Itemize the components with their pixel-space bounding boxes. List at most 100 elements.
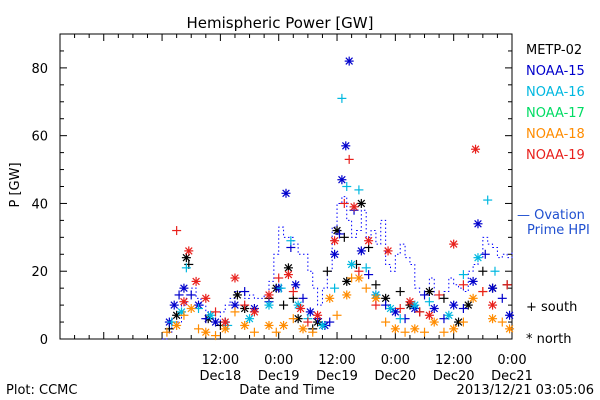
marker-noaa-15-south	[174, 290, 184, 300]
marker-noaa-15-south	[201, 314, 211, 324]
marker-metp-02-north	[283, 263, 293, 273]
marker-metp-02-south	[339, 232, 349, 242]
marker-metp-02-south	[371, 280, 381, 290]
marker-noaa-19-north	[179, 297, 189, 307]
marker-noaa-15-north	[179, 283, 189, 293]
marker-noaa-16-south	[490, 266, 500, 276]
marker-noaa-19-south	[288, 287, 298, 297]
marker-noaa-19-north	[313, 310, 323, 320]
marker-noaa-19-south	[458, 280, 468, 290]
y-axis-label: P [GW]	[8, 162, 23, 207]
marker-metp-02-south	[279, 300, 289, 310]
legend-noaa-17: NOAA-17	[526, 106, 585, 121]
satellite-markers	[162, 56, 515, 341]
y-axis: 0 20 40 60 80	[31, 33, 512, 348]
marker-noaa-19-south	[354, 266, 364, 276]
plot-timestamp: 2013/12/21 03:05:06	[457, 383, 594, 398]
marker-noaa-19-north	[249, 307, 259, 317]
marker-noaa-18-south	[361, 283, 371, 293]
marker-noaa-16-north	[206, 310, 216, 320]
marker-noaa-16-south	[395, 314, 405, 324]
marker-metp-02-south	[439, 293, 449, 303]
marker-metp-02-north	[172, 310, 182, 320]
marker-noaa-18-south	[162, 327, 172, 337]
marker-noaa-15-south	[420, 290, 430, 300]
marker-noaa-15-north	[341, 141, 351, 151]
y-tick-label: 60	[31, 130, 48, 145]
marker-noaa-16-north	[410, 300, 420, 310]
marker-noaa-19-south	[344, 154, 354, 164]
marker-noaa-19-north	[264, 290, 274, 300]
marker-noaa-18-north	[186, 304, 196, 313]
marker-noaa-18-north	[429, 317, 439, 327]
marker-noaa-18-north	[354, 273, 364, 283]
x-tick-label-day: Dec20	[433, 369, 475, 384]
marker-noaa-18-north	[390, 324, 400, 334]
marker-noaa-18-south	[288, 314, 298, 324]
marker-noaa-19-south	[274, 273, 284, 283]
legend-metp-02: METP-02	[526, 43, 582, 58]
marker-noaa-18-north	[201, 327, 211, 337]
marker-noaa-19-north	[283, 270, 293, 280]
marker-noaa-19-north	[405, 297, 415, 307]
y-tick-label: 20	[31, 265, 48, 280]
marker-noaa-18-north	[264, 320, 274, 330]
marker-noaa-15-north	[505, 310, 515, 320]
marker-metp-02-south	[395, 287, 405, 297]
marker-noaa-18-north	[410, 324, 420, 334]
marker-noaa-19-north	[191, 276, 201, 286]
marker-noaa-16-south	[167, 317, 177, 327]
marker-noaa-15-north	[344, 56, 354, 66]
x-tick-label-time: 0:00	[264, 353, 293, 368]
marker-noaa-15-south	[298, 293, 308, 303]
marker-noaa-18-south	[308, 327, 318, 337]
marker-noaa-18-south	[458, 317, 468, 327]
plot-credit: Plot: CCMC	[6, 383, 77, 398]
marker-noaa-19-south	[502, 280, 512, 290]
marker-noaa-18-south	[332, 310, 342, 320]
marker-noaa-18-south	[230, 307, 240, 317]
marker-noaa-19-north	[184, 246, 194, 256]
marker-noaa-19-north	[488, 300, 498, 310]
marker-noaa-15-north	[390, 307, 400, 317]
legend-noaa-15: NOAA-15	[526, 64, 585, 79]
marker-noaa-15-south	[364, 270, 374, 280]
y-tick-label: 40	[31, 197, 48, 212]
marker-noaa-15-north	[337, 175, 347, 185]
marker-noaa-18-south	[381, 317, 391, 327]
marker-noaa-16-north	[245, 314, 255, 324]
y-tick-label: 0	[40, 333, 48, 348]
marker-noaa-18-north	[488, 314, 498, 324]
legend-noaa-18: NOAA-18	[526, 127, 585, 142]
marker-noaa-18-south	[179, 310, 189, 320]
marker-metp-02-north	[424, 287, 434, 297]
marker-noaa-16-south	[286, 236, 296, 246]
marker-noaa-19-south	[478, 287, 488, 297]
marker-noaa-18-north	[449, 324, 459, 334]
y-tick-label: 80	[31, 62, 48, 77]
marker-noaa-18-north	[505, 324, 515, 334]
marker-metp-02-north	[463, 300, 473, 310]
marker-noaa-15-south	[240, 287, 250, 297]
marker-noaa-19-north	[349, 202, 359, 212]
marker-noaa-15-south	[381, 300, 391, 310]
ovation-legend-line1: — Ovation	[517, 208, 585, 223]
marker-noaa-16-south	[458, 270, 468, 280]
marker-noaa-15-north	[291, 280, 301, 290]
marker-noaa-15-north	[429, 304, 439, 313]
marker-noaa-16-south	[181, 263, 191, 273]
ovation-hpi-line	[162, 196, 513, 340]
marker-noaa-15-south	[325, 317, 335, 327]
x-tick-label-time: 12:00	[318, 353, 355, 368]
marker-noaa-19-south	[172, 226, 182, 236]
x-tick-label-time: 0:00	[381, 353, 410, 368]
marker-noaa-15-north	[468, 276, 478, 286]
marker-noaa-19-north	[364, 236, 374, 246]
south-legend: + south	[526, 300, 577, 315]
marker-noaa-15-south	[480, 249, 490, 259]
marker-noaa-16-north	[444, 310, 454, 320]
marker-noaa-16-south	[276, 283, 286, 293]
marker-noaa-15-north	[281, 188, 291, 198]
marker-noaa-19-south	[211, 307, 221, 317]
marker-noaa-16-north	[317, 320, 327, 330]
